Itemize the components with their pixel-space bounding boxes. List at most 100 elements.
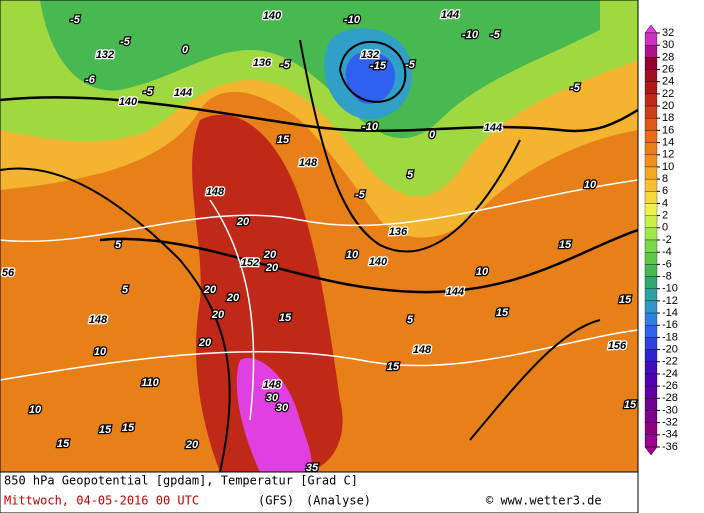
- colorbar-swatch: [644, 118, 658, 131]
- contour-label: 20: [265, 262, 279, 274]
- footer-title: 850 hPa Geopotential [gpdam], Temperatur…: [4, 474, 358, 488]
- contour-label: 148: [299, 157, 318, 169]
- colorbar-label: -18: [662, 331, 678, 343]
- colorbar-swatch: [644, 69, 658, 82]
- contour-label: 140: [119, 96, 138, 108]
- contour-label: 5: [115, 239, 122, 251]
- contour-label: -5: [355, 189, 366, 201]
- colorbar-swatch: [644, 276, 658, 289]
- colorbar-swatch: [644, 166, 658, 180]
- footer-model: (GFS): [258, 494, 294, 508]
- colorbar-swatch: [644, 178, 658, 192]
- colorbar-label: 18: [662, 112, 674, 124]
- colorbar-label: 16: [662, 124, 674, 136]
- colorbar-label: -6: [662, 258, 672, 270]
- colorbar-label: 14: [662, 136, 674, 148]
- colorbar-swatch: [644, 45, 658, 58]
- colorbar-label: -16: [662, 319, 678, 331]
- contour: [299, 39, 521, 253]
- isotherm: [209, 199, 255, 421]
- colorbar-label: 30: [662, 39, 674, 51]
- contour-label: -5: [70, 14, 81, 26]
- colorbar-swatch: [644, 105, 658, 119]
- colorbar-swatch: [644, 385, 658, 399]
- contour-label: 15: [99, 424, 112, 436]
- contour-label: 148: [413, 344, 432, 356]
- contour-label: 144: [446, 286, 464, 298]
- contour-label: -10: [462, 29, 479, 41]
- contour-label: 20: [236, 216, 250, 228]
- colorbar-label: -30: [662, 404, 678, 416]
- colorbar-label: -28: [662, 392, 678, 404]
- colorbar-swatch: [644, 154, 658, 168]
- contour-label: 20: [203, 284, 217, 296]
- colorbar-swatch: [644, 203, 658, 216]
- colorbar-swatch: [644, 215, 658, 228]
- colorbar-label: -4: [662, 246, 672, 258]
- contour-label: 20: [198, 337, 212, 349]
- contour-label: -15: [370, 60, 387, 72]
- contour-label: 15: [624, 399, 637, 411]
- colorbar-label: 0: [662, 222, 668, 234]
- colorbar: 32302826242220181614121086420-2-4-6-8-10…: [644, 24, 678, 456]
- contour-label: 15: [122, 422, 135, 434]
- footer-date: Mittwoch, 04-05-2016 00 UTC: [4, 494, 199, 508]
- colorbar-label: 32: [662, 27, 674, 39]
- colorbar-swatch: [644, 349, 658, 362]
- contour-label: 20: [263, 249, 277, 261]
- colorbar-swatch: [644, 227, 658, 241]
- contour-label: -5: [280, 59, 291, 71]
- colorbar-swatch: [644, 81, 658, 95]
- colorbar-label: -26: [662, 380, 678, 392]
- colorbar-label: 4: [662, 197, 668, 209]
- colorbar-label: 28: [662, 51, 674, 63]
- contour-label: 156: [608, 340, 627, 352]
- colorbar-swatch: [644, 93, 658, 107]
- colorbar-label: -14: [662, 307, 678, 319]
- contour-label: 20: [226, 292, 240, 304]
- colorbar-swatch: [644, 434, 658, 448]
- colorbar-label: -24: [662, 368, 678, 380]
- contour-label: 0: [182, 44, 189, 56]
- contour-label: 140: [369, 256, 388, 268]
- colorbar-label: 22: [662, 88, 674, 100]
- contour-label: 15: [387, 361, 400, 373]
- contour-label: -5: [490, 29, 501, 41]
- colorbar-label: -10: [662, 283, 678, 295]
- colorbar-label: -20: [662, 343, 678, 355]
- colorbar-label: -2: [662, 234, 672, 246]
- contour-label: 144: [484, 122, 502, 134]
- colorbar-swatch: [644, 312, 658, 326]
- contour-label: 140: [263, 10, 282, 22]
- contour-label: 148: [206, 186, 225, 198]
- contour-label: 15: [559, 239, 572, 251]
- colorbar-label: 12: [662, 149, 674, 161]
- contour-label: 5: [122, 284, 129, 296]
- hot-core: [236, 358, 312, 472]
- contour-label: 132: [96, 49, 114, 61]
- colorbar-swatch: [644, 361, 658, 375]
- colorbar-swatch: [644, 239, 658, 253]
- contour-label: 15: [57, 438, 70, 450]
- cold-zone: [40, 0, 600, 139]
- contour-label: 10: [29, 404, 42, 416]
- contour-label: 132: [361, 49, 379, 61]
- contour-label: -5: [120, 36, 131, 48]
- contour-label: 5: [407, 169, 414, 181]
- contour-label: 20: [211, 309, 225, 321]
- colorbar-swatch: [644, 373, 658, 387]
- colorbar-label: -8: [662, 270, 672, 282]
- colorbar-label: 26: [662, 63, 674, 75]
- contour-label: 136: [389, 226, 408, 238]
- colorbar-label: -32: [662, 417, 678, 429]
- colorbar-swatch: [644, 410, 658, 423]
- contour-label: -5: [143, 86, 154, 98]
- contour-label: 136: [253, 57, 272, 69]
- colorbar-label: 6: [662, 185, 668, 197]
- contour-label: -10: [344, 14, 361, 26]
- footer-source: © www.wetter3.de: [486, 494, 602, 508]
- contour-label: 152: [241, 257, 259, 269]
